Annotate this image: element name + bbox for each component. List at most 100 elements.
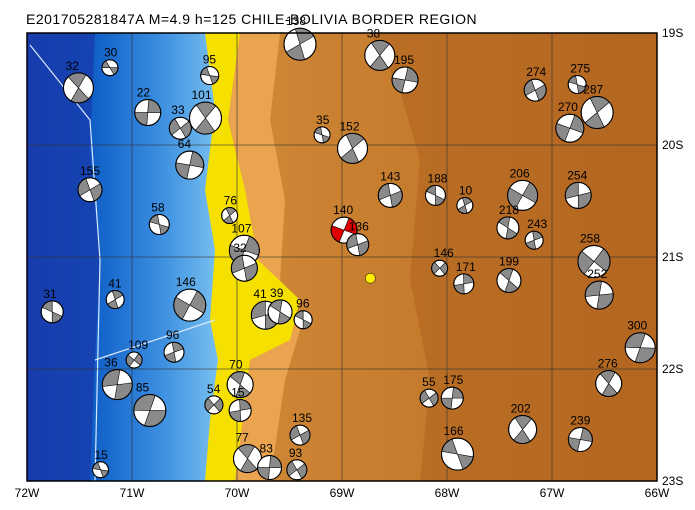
- focal-mechanism: [204, 395, 224, 415]
- focal-mechanism: [286, 459, 308, 481]
- depth-label: 70: [229, 358, 243, 372]
- focal-mechanism: [92, 461, 109, 479]
- ball-rim: [507, 179, 539, 211]
- lat-tick-label: 21S: [662, 250, 683, 264]
- focal-mechanism: [168, 116, 192, 140]
- focal-mechanism: [577, 244, 611, 278]
- focal-mechanism: [424, 184, 446, 206]
- focal-mechanism: [496, 268, 522, 294]
- ball-rim: [204, 395, 224, 415]
- focal-mechanism: [567, 75, 587, 95]
- focal-mechanism: [595, 370, 623, 398]
- depth-label: 199: [499, 255, 519, 269]
- focal-mechanism: [77, 177, 103, 203]
- focal-mechanism: [134, 99, 162, 127]
- ball-rim: [377, 182, 403, 208]
- ball-rim: [508, 414, 538, 444]
- ball-rim: [419, 388, 439, 408]
- focal-mechanism: [228, 398, 252, 422]
- ball-rim: [456, 196, 474, 214]
- depth-label: 202: [511, 401, 531, 415]
- focal-mechanism: [456, 196, 474, 214]
- depth-label: 22: [137, 86, 151, 100]
- depth-label: 85: [136, 380, 150, 394]
- focal-mechanism: [283, 27, 317, 61]
- ball-rim: [330, 216, 358, 244]
- axis-labels: 72W 71W 70W 69W 68W 67W 66W 19S 20S 21S 22S 23S: [15, 26, 684, 500]
- ball-rim: [624, 332, 656, 364]
- ball-rim: [289, 424, 311, 446]
- focal-mechanism: [230, 254, 258, 282]
- focal-mechanism: [200, 66, 220, 86]
- lon-tick-label: 71W: [120, 486, 145, 500]
- depth-label: 276: [598, 357, 618, 371]
- depth-label: 58: [151, 201, 165, 215]
- depth-label: 15: [231, 385, 245, 399]
- depth-label: 36: [104, 356, 118, 370]
- depth-label: 138: [286, 14, 306, 28]
- ball-rim: [228, 398, 252, 422]
- lon-tick-label: 69W: [330, 486, 355, 500]
- ball-rim: [564, 181, 592, 209]
- depth-label: 239: [570, 414, 590, 428]
- focal-mechanism: [148, 214, 170, 236]
- focal-mechanism: [453, 273, 475, 295]
- focal-mechanism: [289, 424, 311, 446]
- focal-mechanism: [419, 388, 439, 408]
- ball-rim: [168, 116, 192, 140]
- depth-label: 30: [104, 46, 118, 60]
- ball-rim: [496, 268, 522, 294]
- focal-mechanism: [441, 437, 474, 471]
- depth-label: 76: [224, 194, 238, 208]
- focal-mechanism: [175, 150, 205, 180]
- focal-mechanism: [189, 101, 222, 135]
- depth-label: 175: [443, 373, 463, 387]
- depth-label: 95: [203, 53, 217, 67]
- focal-mechanism: [496, 216, 520, 240]
- depth-label: 10: [459, 183, 473, 197]
- depth-label: 274: [526, 65, 546, 79]
- lat-tick-label: 22S: [662, 362, 683, 376]
- epicenter: [365, 273, 376, 284]
- lon-tick-label: 70W: [225, 486, 250, 500]
- lon-tick-label: 67W: [540, 486, 565, 500]
- ball-rim: [424, 184, 446, 206]
- focal-mechanism: [125, 351, 143, 369]
- depth-label: 171: [456, 260, 476, 274]
- depth-label: 32: [65, 59, 79, 73]
- ball-rim: [62, 72, 94, 104]
- depth-label: 55: [422, 375, 436, 389]
- depth-label: 140: [333, 203, 353, 217]
- focal-mechanism: [163, 341, 185, 363]
- depth-label: 270: [558, 100, 578, 114]
- focal-mechanism: [523, 78, 547, 102]
- ball-rim: [148, 214, 170, 236]
- focal-mechanism: [508, 414, 538, 444]
- map-title: E201705281847A M=4.9 h=125 CHILE-BOLIVIA…: [26, 11, 477, 27]
- depth-label: 41: [253, 287, 267, 301]
- ball-rim: [267, 299, 293, 325]
- ball-rim: [567, 427, 593, 453]
- lat-tick-label: 23S: [662, 474, 683, 488]
- ball-rim: [286, 459, 308, 481]
- focal-mechanism: [293, 310, 313, 330]
- focal-mechanism: [580, 96, 614, 130]
- depth-label: 152: [340, 119, 360, 133]
- depth-label: 143: [380, 169, 400, 183]
- depth-label: 77: [236, 431, 250, 445]
- depth-label: 15: [95, 448, 109, 462]
- depth-label: 35: [316, 113, 330, 127]
- focal-mechanism: [624, 332, 656, 364]
- depth-label: 96: [166, 328, 180, 342]
- focal-mechanism: [364, 39, 396, 71]
- ball-rim: [163, 341, 185, 363]
- lat-tick-label: 20S: [662, 138, 683, 152]
- ball-rim: [133, 393, 167, 427]
- depth-label: 206: [510, 166, 530, 180]
- focal-mechanism: [431, 259, 449, 277]
- depth-label: 252: [587, 267, 607, 281]
- depth-label: 39: [270, 286, 284, 300]
- focal-mechanism: [62, 72, 94, 104]
